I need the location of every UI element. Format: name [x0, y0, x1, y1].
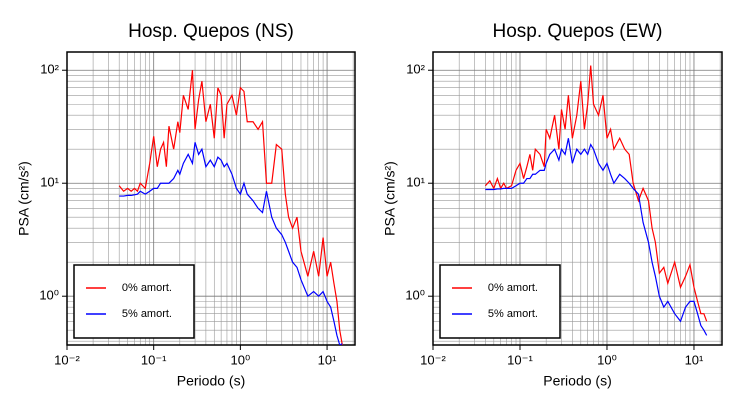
- data-line: [484, 65, 708, 322]
- x-tick-label: 10¹: [685, 352, 704, 367]
- x-tick-label: 10⁰: [597, 352, 617, 367]
- x-tick-label: 10⁻²: [54, 352, 80, 367]
- legend-box: [73, 264, 195, 339]
- data-line: [118, 70, 343, 345]
- plot-frame: [66, 51, 356, 346]
- legend-box: [439, 264, 561, 339]
- y-tick-label: 10¹: [40, 175, 59, 190]
- data-line: [119, 142, 343, 345]
- legend-label: 0% amort.: [488, 282, 538, 294]
- x-tick-label: 10⁰: [231, 352, 251, 367]
- y-tick-label: 10¹: [406, 175, 425, 190]
- legend-label: 0% amort.: [122, 282, 172, 294]
- subplot: 10⁻² 10⁻¹ 10⁰ 10¹ 10⁰ 10¹ 10² Hosp. Quepos (NS)…: [16, 21, 356, 389]
- data-line: [485, 138, 708, 336]
- chart-title: Hosp. Quepos (EW): [493, 21, 663, 42]
- x-axis-label: Periodo (s): [177, 373, 245, 389]
- y-tick-label: 10⁰: [39, 288, 59, 303]
- subplot: 10⁻² 10⁻¹ 10⁰ 10¹ 10⁰ 10¹ 10² Hosp. Quepos (EW)…: [382, 21, 723, 389]
- y-tick-label: 10²: [40, 62, 59, 77]
- y-tick-label: 10²: [406, 62, 425, 77]
- legend-label: 5% amort.: [122, 308, 172, 320]
- y-axis-label: PSA (cm/s²): [382, 161, 398, 236]
- x-tick-label: 10¹: [318, 352, 337, 367]
- chart-title: Hosp. Quepos (NS): [128, 21, 294, 42]
- legend-label: 5% amort.: [488, 308, 538, 320]
- y-axis-label: PSA (cm/s²): [16, 161, 32, 236]
- x-tick-label: 10⁻¹: [507, 352, 533, 367]
- x-axis-label: Periodo (s): [543, 373, 611, 389]
- x-tick-label: 10⁻¹: [141, 352, 167, 367]
- legend: 0% amort. 5% amort.: [73, 264, 195, 339]
- legend: 0% amort. 5% amort.: [439, 264, 561, 339]
- x-tick-label: 10⁻²: [420, 352, 446, 367]
- y-tick-label: 10⁰: [405, 288, 425, 303]
- plot-frame: [432, 51, 723, 346]
